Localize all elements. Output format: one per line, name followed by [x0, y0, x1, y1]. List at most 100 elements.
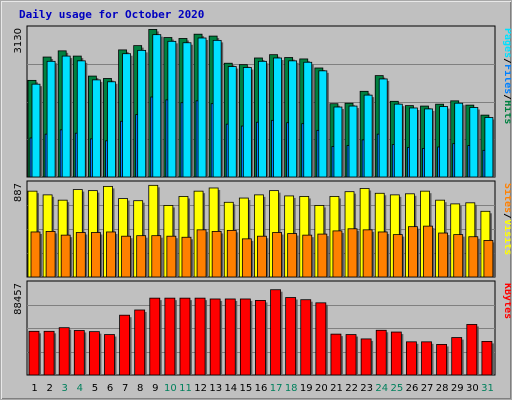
- bar-sites-day-7: [121, 235, 133, 278]
- bar-sites-day-5: [90, 232, 103, 278]
- bar-pages-day-29: [454, 102, 465, 178]
- bar-sites-day-15-fill: [241, 238, 252, 278]
- bar-kbytes-day-26: [406, 341, 419, 376]
- bar-kbytes-day-24: [375, 329, 389, 376]
- bar-kbytes-day-4: [73, 330, 87, 376]
- bar-kbytes-day-6-fill: [104, 334, 115, 376]
- day-label: 28: [436, 383, 449, 394]
- day-label: 13: [209, 383, 222, 394]
- bar-pages-day-18-fill: [288, 60, 298, 178]
- bar-sites-day-18-fill: [287, 233, 298, 278]
- bar-pages-day-22: [348, 105, 360, 178]
- bar-kbytes-day-30-fill: [466, 324, 478, 376]
- day-label: 29: [451, 383, 464, 394]
- bar-kbytes-day-8: [134, 309, 147, 376]
- bar-kbytes-day-19-fill: [300, 299, 312, 376]
- bar-pages-day-23-fill: [363, 94, 373, 178]
- legend-text-1: Pages/Files/Hits: [502, 28, 511, 124]
- bar-pages-day-4: [76, 60, 88, 178]
- bar-kbytes-day-28-fill: [436, 344, 448, 376]
- bar-sites-day-22-fill: [347, 228, 358, 278]
- bar-pages-day-3: [61, 55, 73, 178]
- bar-sites-day-25-fill: [392, 234, 403, 278]
- day-label: 27: [421, 383, 434, 394]
- bar-pages-day-2: [46, 60, 58, 178]
- bar-pages-day-5: [91, 79, 103, 178]
- bar-sites-day-30-fill: [468, 236, 479, 278]
- legend-kbytes: KBytes: [502, 283, 511, 319]
- max-label-3: 88457: [13, 283, 24, 315]
- bar-sites-day-9: [151, 235, 163, 278]
- bar-sites-day-14: [226, 229, 239, 278]
- bar-kbytes-day-13-fill: [209, 298, 221, 376]
- day-label: 14: [224, 383, 237, 394]
- bar-sites-day-5-fill: [90, 232, 101, 278]
- bar-sites-day-10-fill: [166, 235, 177, 278]
- bar-sites-day-30: [468, 236, 480, 278]
- bar-pages-day-2-fill: [46, 60, 56, 178]
- legend-separator: /: [502, 58, 511, 64]
- bar-kbytes-day-10-fill: [164, 297, 176, 376]
- legend-pages: Pages: [502, 28, 511, 58]
- bar-pages-day-31-fill: [484, 117, 494, 178]
- bar-kbytes-day-3-fill: [58, 327, 70, 376]
- bar-kbytes-day-9-fill: [149, 297, 161, 376]
- bar-pages-day-24-fill: [378, 78, 388, 178]
- bar-pages-day-30-fill: [469, 107, 479, 178]
- day-label: 17: [270, 383, 283, 394]
- bar-pages-day-19-fill: [303, 61, 313, 178]
- bar-pages-day-11: [182, 42, 193, 178]
- bar-sites-day-31: [483, 240, 495, 278]
- bar-pages-day-12-fill: [197, 37, 207, 178]
- bar-pages-day-8: [137, 49, 148, 178]
- bar-kbytes-day-21-fill: [330, 333, 342, 376]
- bar-sites-day-13-fill: [211, 231, 222, 278]
- legend-files: Files: [502, 64, 511, 94]
- bar-sites-day-18: [287, 233, 299, 278]
- bar-kbytes-day-2: [43, 330, 57, 376]
- bar-sites-day-19-fill: [302, 234, 313, 278]
- bar-pages-day-3-fill: [61, 55, 71, 178]
- day-label: 3: [62, 383, 68, 394]
- bar-pages-day-29-fill: [454, 102, 464, 178]
- bar-pages-day-21-fill: [333, 106, 343, 178]
- bar-sites-day-6-fill: [106, 231, 116, 278]
- bar-pages-day-15: [242, 67, 254, 178]
- bar-kbytes-day-31: [481, 341, 494, 376]
- bar-sites-day-8: [136, 235, 148, 278]
- bar-pages-day-27-fill: [424, 108, 433, 178]
- bar-kbytes-day-6: [104, 334, 117, 376]
- bar-sites-day-1: [30, 231, 42, 278]
- bar-sites-day-16: [257, 235, 269, 278]
- bar-kbytes-day-1-fill: [28, 330, 40, 376]
- legend-sites: Sites: [502, 183, 511, 213]
- day-label: 12: [194, 383, 207, 394]
- bar-pages-day-23: [363, 94, 375, 178]
- day-label: 31: [481, 383, 494, 394]
- bar-pages-day-16: [258, 60, 269, 178]
- bar-pages-day-14-fill: [227, 66, 237, 178]
- bar-pages-day-22-fill: [348, 105, 358, 178]
- day-label: 25: [391, 383, 404, 394]
- bar-sites-day-27-fill: [423, 225, 433, 278]
- bar-kbytes-day-7-fill: [119, 314, 130, 376]
- bar-pages-day-28: [439, 106, 450, 178]
- bar-pages-day-1-fill: [31, 83, 41, 178]
- bar-pages-day-30: [469, 107, 480, 178]
- bar-pages-day-18: [288, 60, 299, 178]
- day-label: 21: [330, 383, 343, 394]
- bar-kbytes-day-21: [330, 333, 343, 376]
- bar-pages-day-14: [227, 66, 239, 178]
- bar-kbytes-day-15: [239, 298, 253, 376]
- day-label: 8: [137, 383, 143, 394]
- legend-3: KBytes: [502, 283, 511, 319]
- bar-sites-day-12-fill: [196, 229, 207, 278]
- panel-kbytes: [26, 280, 496, 376]
- bar-sites-day-2-fill: [45, 231, 56, 278]
- bar-pages-day-9: [152, 34, 163, 178]
- bar-pages-day-6: [107, 81, 118, 178]
- bar-sites-day-26: [408, 226, 420, 278]
- bar-pages-day-11-fill: [182, 42, 192, 178]
- bar-kbytes-day-25-fill: [390, 331, 402, 376]
- bar-sites-day-9-fill: [151, 235, 162, 278]
